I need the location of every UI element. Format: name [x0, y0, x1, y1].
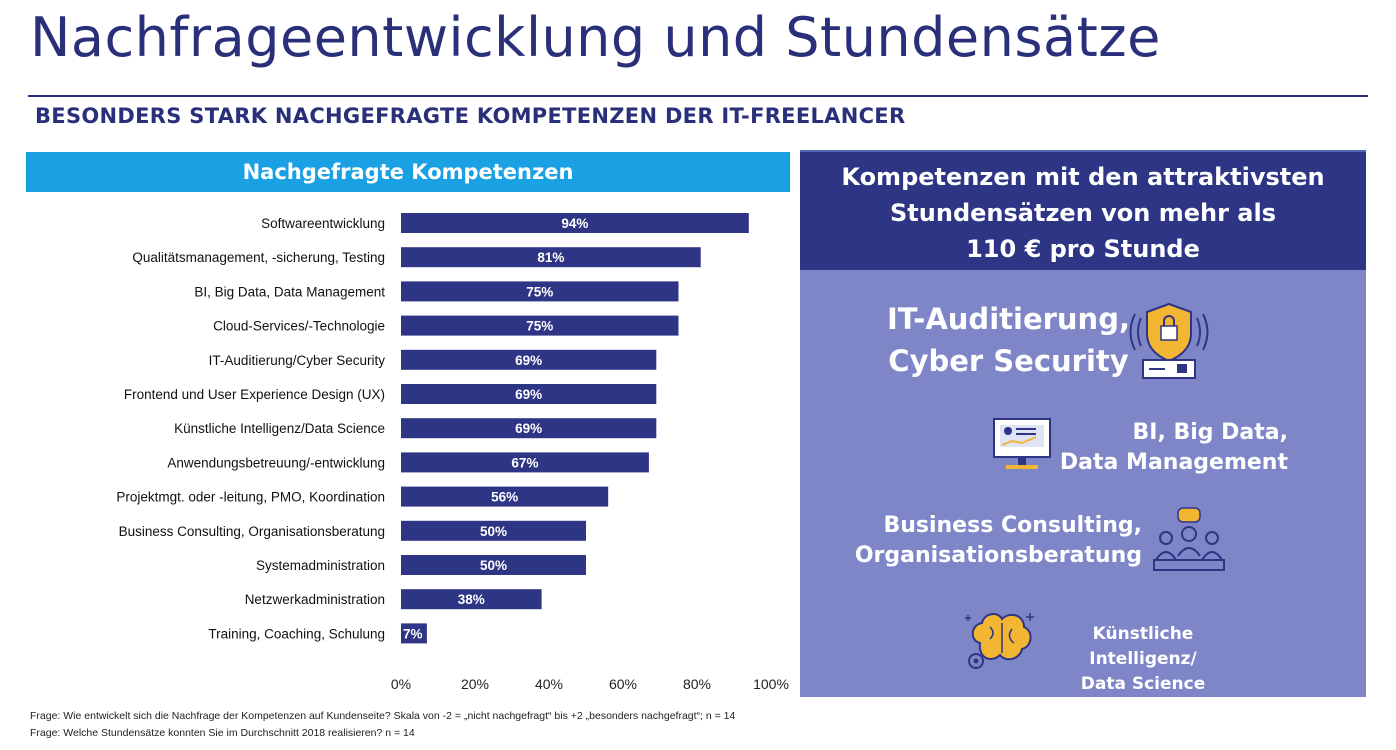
- security-shield-icon: [1129, 302, 1209, 379]
- bar: [401, 452, 649, 473]
- x-tick-label: 40%: [535, 676, 563, 692]
- value-label: 94%: [561, 216, 588, 231]
- value-label: 50%: [480, 524, 507, 539]
- category-label: BI, Big Data, Data Management: [194, 284, 385, 299]
- ai-label-line: Data Science: [1080, 674, 1206, 694]
- bar: [401, 281, 679, 302]
- category-label: Training, Coaching, Schulung: [208, 626, 385, 641]
- x-tick-label: 80%: [683, 676, 711, 692]
- bar: [401, 486, 609, 507]
- value-label: 67%: [511, 455, 538, 470]
- category-label: Softwareentwicklung: [261, 216, 385, 231]
- category-label: IT-Auditierung/Cyber Security: [209, 353, 386, 368]
- it-audit-label: IT-Auditierung, Cyber Security: [887, 298, 1130, 382]
- title-divider: [28, 95, 1368, 97]
- competency-bar-chart: Softwareentwicklung 94% Qualitätsmanagemen…: [116, 213, 789, 692]
- brain-gears-icon: [965, 613, 1034, 669]
- x-tick-label: 0%: [391, 676, 411, 692]
- hourly-rates-header: Kompetenzen mit den attraktivsten Stunde…: [800, 150, 1366, 270]
- category-label: Frontend und User Experience Design (UX): [124, 387, 385, 402]
- bar: [401, 418, 657, 439]
- footnote: Frage: Welche Stundensätze konnten Sie i…: [30, 727, 415, 739]
- ai-label: Künstliche Intelligenz/ Data Science: [1038, 622, 1248, 697]
- bi-label: BI, Big Data, Data Management: [1040, 418, 1288, 478]
- footnote: Frage: Wie entwickelt sich die Nachfrage…: [30, 710, 736, 722]
- it-audit-label-line: IT-Auditierung,: [887, 302, 1130, 336]
- bar: [401, 384, 657, 404]
- bar: [401, 247, 701, 268]
- category-label: Projektmgt. oder -leitung, PMO, Koordina…: [116, 490, 385, 505]
- bi-label-line: Data Management: [1059, 450, 1288, 475]
- category-label: Netzwerkadministration: [245, 592, 385, 607]
- x-tick-label: 100%: [753, 676, 789, 692]
- category-label: Cloud-Services/-Technologie: [213, 319, 385, 334]
- bar: [401, 555, 586, 575]
- consulting-label-line: Organisationsberatung: [854, 543, 1142, 568]
- bi-label-line: BI, Big Data,: [1132, 420, 1288, 445]
- ai-label-line: Künstliche Intelligenz/: [1089, 624, 1197, 669]
- bar: [401, 349, 657, 370]
- category-label: Systemadministration: [256, 558, 385, 573]
- monitor-dashboard-icon: [993, 418, 1051, 469]
- category-label: Qualitätsmanagement, -sicherung, Testing: [132, 250, 385, 265]
- it-audit-label-line: Cyber Security: [888, 344, 1129, 378]
- value-label: 56%: [491, 490, 518, 505]
- value-label: 69%: [515, 387, 542, 402]
- bar: [401, 589, 542, 610]
- hourly-rates-panel: Kompetenzen mit den attraktivsten Stunde…: [800, 150, 1366, 697]
- page-subtitle: BESONDERS STARK NACHGEFRAGTE KOMPETENZEN…: [35, 104, 906, 128]
- value-label: 81%: [537, 250, 564, 265]
- consulting-label-line: Business Consulting,: [883, 513, 1142, 538]
- value-label: 69%: [515, 421, 542, 436]
- bar: [401, 213, 749, 233]
- value-label: 69%: [515, 353, 542, 368]
- page-title: Nachfrageentwicklung und Stundensätze: [30, 6, 1161, 69]
- chart-title: Nachgefragte Kompetenzen: [26, 152, 790, 192]
- meeting-people-icon: [1153, 507, 1225, 571]
- hourly-rates-header-line: 110 € pro Stunde: [966, 235, 1200, 263]
- bar: [401, 315, 679, 336]
- category-label: Anwendungsbetreuung/-entwicklung: [167, 455, 385, 470]
- x-tick-label: 60%: [609, 676, 637, 692]
- bar: [401, 520, 586, 541]
- hourly-rates-header-line: Stundensätzen von mehr als: [890, 199, 1276, 227]
- value-label: 38%: [458, 592, 485, 607]
- value-label: 75%: [526, 319, 553, 334]
- x-tick-label: 20%: [461, 676, 489, 692]
- consulting-label: Business Consulting, Organisationsberatu…: [852, 511, 1142, 571]
- value-label: 50%: [480, 558, 507, 573]
- bar: [401, 623, 427, 644]
- hourly-rates-header-line: Kompetenzen mit den attraktivsten: [841, 163, 1325, 191]
- value-label: 75%: [526, 284, 553, 299]
- category-label: Business Consulting, Organisationsberatu…: [119, 524, 385, 539]
- category-label: Künstliche Intelligenz/Data Science: [174, 421, 385, 436]
- value-label: 7%: [403, 626, 423, 641]
